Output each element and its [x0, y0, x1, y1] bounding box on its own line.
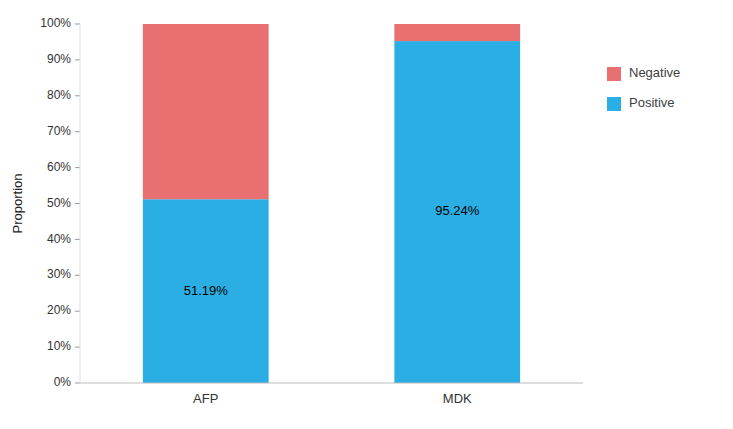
chart: 0% 10% 20% 30% 40% 50% 60% 70% 80% 90% 100% Proport… [0, 0, 733, 429]
legend: Negative Positive [607, 65, 680, 111]
chart-container: 0% 10% 20% 30% 40% 50% 60% 70% 80% 90% 100% Proport… [0, 0, 733, 429]
y-tick [75, 95, 80, 96]
x-tick-label: MDK [443, 391, 472, 406]
x-axis-line [80, 383, 583, 384]
x-axis: AFP MDK [80, 24, 583, 406]
y-tick-label: 10% [47, 339, 71, 353]
y-tick-label: 100% [40, 16, 71, 30]
legend-label: Negative [629, 65, 680, 80]
y-tick [75, 24, 80, 25]
y-tick [75, 131, 80, 132]
y-tick-label: 40% [47, 232, 71, 246]
x-tick-label: AFP [193, 391, 218, 406]
legend-swatch [607, 67, 621, 81]
y-tick-label: 50% [47, 196, 71, 210]
y-tick-label: 30% [47, 267, 71, 281]
y-axis: 0% 10% 20% 30% 40% 50% 60% 70% 80% 90% 100% [40, 16, 80, 389]
bars [143, 24, 520, 383]
y-tick [75, 203, 80, 204]
y-tick [75, 239, 80, 240]
y-axis-line [80, 24, 81, 383]
legend-label: Positive [629, 95, 675, 110]
y-tick-label: 0% [54, 375, 72, 389]
y-tick [75, 383, 80, 384]
y-tick-label: 90% [47, 52, 71, 66]
data-label: 51.19% [184, 283, 229, 298]
y-tick [75, 59, 80, 60]
y-tick-label: 80% [47, 88, 71, 102]
y-tick [75, 167, 80, 168]
y-tick-label: 60% [47, 160, 71, 174]
data-labels: 51.19% 95.24% [184, 203, 480, 297]
y-tick-label: 70% [47, 124, 71, 138]
y-axis-label: Proportion [10, 174, 25, 234]
bar-segment [143, 199, 269, 383]
y-tick [75, 275, 80, 276]
bar-segment [143, 24, 269, 199]
legend-swatch [607, 97, 621, 111]
bar-segment [394, 41, 520, 383]
data-label: 95.24% [435, 203, 480, 218]
bar-segment [394, 24, 520, 41]
y-tick-label: 20% [47, 303, 71, 317]
y-tick [75, 311, 80, 312]
y-tick [75, 347, 80, 348]
